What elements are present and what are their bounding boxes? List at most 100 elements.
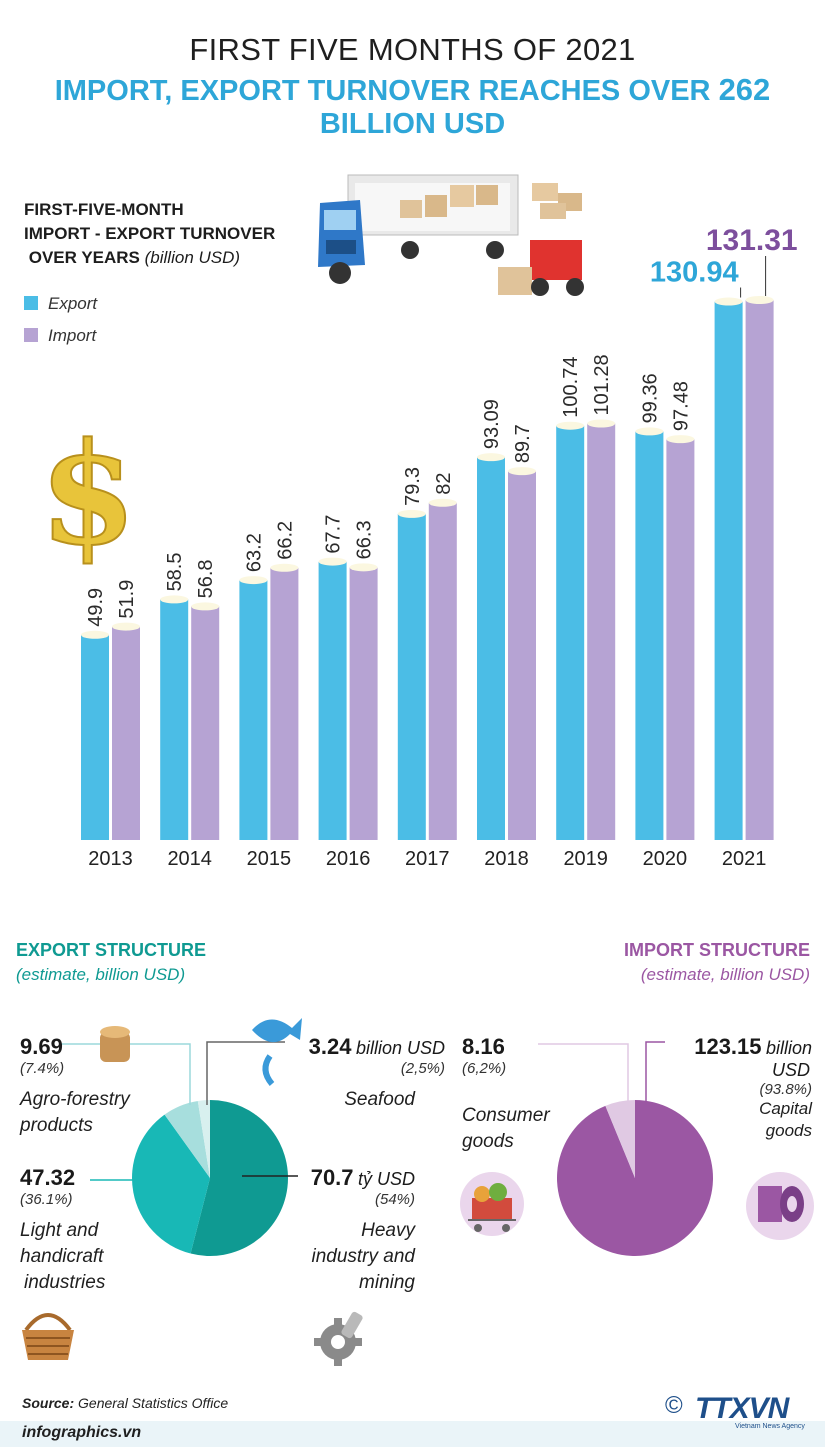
export-value-label-2014: 58.5 <box>164 552 186 591</box>
agro-value: 9.69 <box>20 1034 63 1059</box>
year-label-2014: 2014 <box>167 848 212 870</box>
import-bar-cap-2021 <box>745 296 774 304</box>
consumer-name-1: Consumer <box>462 1105 550 1126</box>
leader-line-consumer <box>538 1043 629 1105</box>
import-value-label-2015: 66.2 <box>274 521 296 560</box>
year-label-2015: 2015 <box>247 848 292 870</box>
export-item-heavy: 70.7 tỷ USD (54%) Heavy industry and min… <box>290 1165 415 1296</box>
export-bar-cap-2016 <box>318 557 347 566</box>
light-name-1: Light and <box>20 1220 99 1241</box>
import-item-capital: 123.15 billion USD (93.8%) Capital goods <box>640 1034 812 1142</box>
export-bar-cap-2018 <box>477 453 505 462</box>
fish-icon <box>252 1018 302 1086</box>
export-bar-cap-2017 <box>397 509 426 518</box>
capital-unit: billion <box>765 1038 812 1058</box>
year-label-2021: 2021 <box>722 848 767 870</box>
export-value-label-2019: 100.74 <box>560 357 582 418</box>
export-bar-2020 <box>635 431 664 840</box>
export-item-light: 47.32 (36.1%) Light and handicraft indus… <box>20 1165 105 1296</box>
subtitle-number: 262 <box>718 72 771 107</box>
capital-goods-icon <box>746 1172 814 1240</box>
agro-pct: (7.4%) <box>20 1060 65 1077</box>
pie-slice-light-industry <box>132 1114 210 1254</box>
export-bar-2019 <box>556 425 585 840</box>
basket-icon <box>22 1313 74 1360</box>
legend-title-line3: OVER YEARS (billion USD) <box>24 246 275 270</box>
legend-unit: (billion USD) <box>144 248 241 267</box>
legend-title-line2: IMPORT - EXPORT TURNOVER <box>24 224 276 243</box>
source-text: General Statistics Office <box>78 1395 229 1411</box>
export-item-agro: 9.69 (7.4%) Agro-forestry products <box>20 1034 130 1139</box>
subtitle-prefix: IMPORT, EXPORT TURNOVER REACHES OVER <box>54 75 719 107</box>
export-value-label-2021: 130.94 <box>650 257 739 289</box>
import-bar-cap-2015 <box>270 563 299 572</box>
leader-line-capital <box>645 1041 665 1105</box>
leader-line-seafood <box>206 1041 285 1105</box>
subtitle-suffix: BILLION USD <box>319 108 506 140</box>
import-value-label-2017: 82 <box>433 473 455 495</box>
import-item-consumer: 8.16 (6,2%) Consumer goods <box>462 1034 550 1155</box>
page-subtitle: IMPORT, EXPORT TURNOVER REACHES OVER 262… <box>0 72 825 141</box>
import-bar-cap-2019 <box>587 419 616 428</box>
import-structure-subtitle: (estimate, billion USD) <box>640 965 810 984</box>
capital-name-1: Capital <box>759 1099 812 1118</box>
pie-slice-heavy-industry <box>190 1100 288 1256</box>
export-bar-cap-2014 <box>160 595 189 604</box>
legend-import-label: Import <box>48 326 97 345</box>
consumer-pct: (6,2%) <box>462 1060 507 1077</box>
light-name-2: handicraft <box>20 1246 104 1267</box>
export-bar-2014 <box>160 599 189 840</box>
legend-title-line3-text: OVER YEARS <box>28 248 140 267</box>
export-bar-cap-2013 <box>81 630 109 639</box>
export-bar-2016 <box>318 561 347 840</box>
dollar-icon: $ <box>38 425 137 565</box>
export-pie-chart <box>60 1018 302 1256</box>
export-structure-title: EXPORT STRUCTURE <box>16 940 207 960</box>
import-value-label-2019: 101.28 <box>591 354 613 415</box>
export-value-label-2015: 63.2 <box>243 533 265 572</box>
export-value-label-2017: 79.3 <box>402 467 424 506</box>
import-bar-cap-2017 <box>428 498 457 507</box>
import-bar-2015 <box>270 567 299 840</box>
import-value-label-2013: 51.9 <box>116 580 138 619</box>
legend-export-label: Export <box>48 294 98 313</box>
export-value-label-2020: 99.36 <box>639 373 661 423</box>
consumer-name-2: goods <box>462 1131 514 1152</box>
year-label-2017: 2017 <box>405 848 450 870</box>
capital-value: 123.15 <box>694 1034 762 1059</box>
source-note: Source: General Statistics Office <box>22 1395 228 1411</box>
year-label-2016: 2016 <box>326 848 371 870</box>
chart-legend-title: FIRST-FIVE-MONTH IMPORT - EXPORT TURNOVE… <box>24 198 275 270</box>
pie-slice-consumer-goods <box>605 1100 635 1178</box>
heavy-name-3: mining <box>359 1272 415 1293</box>
pie-slice-seafood <box>197 1100 210 1178</box>
agro-name-1: Agro-forestry <box>20 1089 130 1110</box>
import-value-label-2016: 66.3 <box>354 520 376 559</box>
export-bar-cap-2015 <box>239 576 268 585</box>
export-value-label-2013: 49.9 <box>85 588 107 627</box>
import-value-label-2021: 131.31 <box>706 224 798 257</box>
export-value-label-2016: 67.7 <box>323 515 345 554</box>
turnover-bar-chart: 49.9 51.9 2013 58.5 56.8 2014 63.2 66.2 2015 67.7… <box>81 224 798 870</box>
shopping-cart-icon <box>460 1172 524 1236</box>
export-bar-2021 <box>714 301 743 840</box>
website-link[interactable]: infographics.vn <box>22 1424 142 1441</box>
heavy-name-1: Heavy <box>361 1220 415 1241</box>
legend-item-import: Import <box>24 326 96 346</box>
import-bar-2016 <box>349 567 378 840</box>
source-label: Source: <box>22 1395 75 1411</box>
import-bar-cap-2018 <box>508 467 536 476</box>
bars-layer: 49.9 51.9 2013 58.5 56.8 2014 63.2 66.2 2015 67.7… <box>81 224 798 870</box>
import-bar-cap-2014 <box>191 602 220 611</box>
import-bar-cap-2016 <box>349 563 378 572</box>
capital-pct: (93.8%) <box>759 1081 812 1098</box>
year-label-2013: 2013 <box>88 848 133 870</box>
import-value-label-2020: 97.48 <box>670 381 692 431</box>
consumer-value: 8.16 <box>462 1034 505 1059</box>
export-bar-2018 <box>477 457 505 840</box>
svg-text:$: $ <box>39 425 136 565</box>
truck-illustration <box>318 174 584 296</box>
export-bar-cap-2019 <box>556 421 585 430</box>
copyright-symbol: © <box>665 1392 683 1419</box>
import-bar-2017 <box>428 502 457 840</box>
